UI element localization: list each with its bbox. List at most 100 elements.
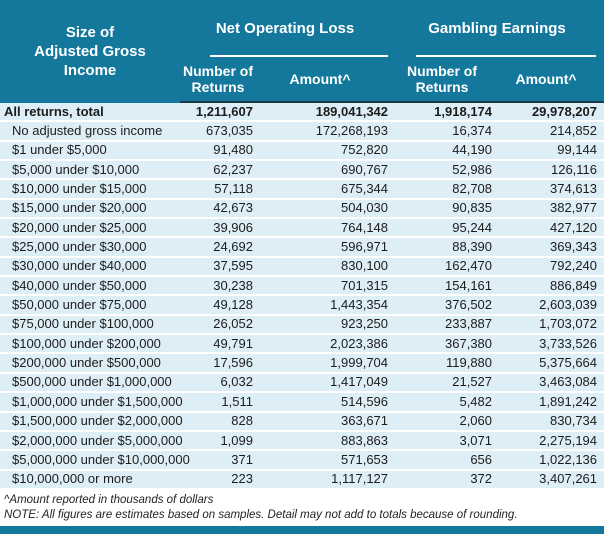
cell-nol-amount: 571,653 [256, 451, 391, 471]
cell-gambling-returns: 90,835 [390, 199, 495, 220]
cell-nol-returns: 673,035 [180, 122, 256, 142]
cell-nol-amount: 172,268,193 [256, 122, 391, 142]
row-label: $5,000 under $10,000 [0, 161, 180, 181]
group-underline [416, 55, 597, 57]
row-label: $30,000 under $40,000 [0, 257, 180, 278]
table-row: $30,000 under $40,000 37,595 830,100 162… [0, 257, 604, 278]
column-header-gambling-number-of-returns: Number of Returns [390, 57, 495, 103]
cell-gambling-returns: 5,482 [390, 393, 495, 413]
table-row: $200,000 under $500,000 17,596 1,999,704… [0, 354, 604, 374]
bottom-accent-bar [0, 525, 604, 534]
cell-gambling-amount: 830,734 [494, 412, 604, 432]
table-row: All returns, total 1,211,607 189,041,342… [0, 103, 604, 123]
row-label: $25,000 under $30,000 [0, 238, 180, 258]
cell-gambling-amount: 5,375,664 [494, 354, 604, 374]
cell-nol-returns: 49,128 [180, 296, 256, 316]
cell-nol-returns: 828 [180, 412, 256, 432]
table-row: $1 under $5,000 91,480 752,820 44,190 99… [0, 141, 604, 162]
row-label: $500,000 under $1,000,000 [0, 373, 180, 394]
cell-gambling-amount: 792,240 [494, 257, 604, 278]
row-label: $40,000 under $50,000 [0, 277, 180, 297]
cell-nol-amount: 1,443,354 [256, 296, 391, 316]
cell-nol-amount: 675,344 [256, 180, 391, 200]
table-row: $40,000 under $50,000 30,238 701,315 154… [0, 277, 604, 297]
cell-nol-returns: 57,118 [180, 180, 256, 200]
cell-nol-amount: 189,041,342 [256, 103, 391, 123]
cell-nol-amount: 504,030 [256, 199, 391, 220]
cell-gambling-amount: 369,343 [494, 238, 604, 258]
cell-gambling-returns: 52,986 [390, 161, 495, 181]
row-label: $1 under $5,000 [0, 141, 180, 162]
cell-gambling-returns: 367,380 [390, 335, 495, 355]
cell-gambling-returns: 95,244 [390, 219, 495, 239]
row-label: $75,000 under $100,000 [0, 315, 180, 336]
row-label: $1,500,000 under $2,000,000 [0, 412, 183, 432]
cell-nol-amount: 883,863 [256, 431, 391, 452]
cell-gambling-amount: 126,116 [494, 161, 604, 181]
cell-nol-amount: 514,596 [256, 393, 391, 413]
cell-nol-returns: 6,032 [180, 373, 256, 394]
table-row: $1,000,000 under $1,500,000 1,511 514,59… [0, 393, 604, 413]
table-header: Size of Adjusted Gross Income Net Operat… [0, 0, 604, 103]
column-group-net-operating-loss-label: Net Operating Loss [215, 19, 355, 37]
cell-nol-returns: 223 [180, 470, 256, 490]
cell-nol-returns: 42,673 [180, 199, 256, 220]
table-row: $1,500,000 under $2,000,000 828 363,671 … [0, 412, 604, 432]
cell-gambling-returns: 21,527 [390, 373, 495, 394]
cell-nol-returns: 30,238 [180, 277, 256, 297]
table-row: $10,000,000 or more 223 1,117,127 372 3,… [0, 470, 604, 490]
cell-nol-returns: 24,692 [180, 238, 256, 258]
table-body: All returns, total 1,211,607 189,041,342… [0, 103, 604, 490]
cell-gambling-amount: 1,891,242 [494, 393, 604, 413]
row-label: $5,000,000 under $10,000,000 [0, 451, 190, 471]
column-group-net-operating-loss: Net Operating Loss [180, 0, 391, 57]
cell-gambling-amount: 1,022,136 [494, 451, 604, 471]
cell-nol-returns: 62,237 [180, 161, 256, 181]
cell-nol-returns: 49,791 [180, 335, 256, 355]
cell-gambling-returns: 233,887 [390, 315, 495, 336]
table-row: $5,000,000 under $10,000,000 371 571,653… [0, 451, 604, 471]
cell-gambling-returns: 162,470 [390, 257, 495, 278]
column-header-nol-number-of-returns: Number of Returns [180, 57, 256, 103]
row-label: $200,000 under $500,000 [0, 354, 180, 374]
row-label: All returns, total [0, 103, 180, 123]
footnotes: ^Amount reported in thousands of dollars… [0, 489, 604, 526]
row-label: $2,000,000 under $5,000,000 [0, 431, 183, 452]
column-group-gambling-earnings-label: Gambling Earnings [428, 19, 566, 37]
cell-nol-amount: 596,971 [256, 238, 391, 258]
cell-gambling-amount: 886,849 [494, 277, 604, 297]
column-header-agi-size: Size of Adjusted Gross Income [0, 0, 180, 103]
table-row: $50,000 under $75,000 49,128 1,443,354 3… [0, 296, 604, 316]
row-label: $50,000 under $75,000 [0, 296, 180, 316]
cell-gambling-returns: 44,190 [390, 141, 495, 162]
table-row: No adjusted gross income 673,035 172,268… [0, 122, 604, 142]
cell-nol-returns: 39,906 [180, 219, 256, 239]
cell-gambling-amount: 3,407,261 [494, 470, 604, 490]
table-row: $10,000 under $15,000 57,118 675,344 82,… [0, 180, 604, 200]
cell-gambling-amount: 2,275,194 [494, 431, 604, 452]
cell-gambling-returns: 88,390 [390, 238, 495, 258]
cell-gambling-returns: 3,071 [390, 431, 495, 452]
row-label: $10,000 under $15,000 [0, 180, 180, 200]
cell-nol-returns: 91,480 [180, 141, 256, 162]
cell-nol-amount: 752,820 [256, 141, 391, 162]
cell-gambling-returns: 2,060 [390, 412, 495, 432]
group-underline [210, 55, 389, 57]
cell-gambling-returns: 82,708 [390, 180, 495, 200]
row-label: $20,000 under $25,000 [0, 219, 180, 239]
agi-table: Size of Adjusted Gross Income Net Operat… [0, 0, 604, 490]
column-header-nol-amount: Amount^ [256, 57, 391, 103]
cell-gambling-amount: 3,733,526 [494, 335, 604, 355]
cell-nol-amount: 363,671 [256, 412, 391, 432]
cell-nol-amount: 1,999,704 [256, 354, 391, 374]
cell-gambling-amount: 427,120 [494, 219, 604, 239]
cell-nol-amount: 764,148 [256, 219, 391, 239]
cell-gambling-amount: 374,613 [494, 180, 604, 200]
column-group-gambling-earnings: Gambling Earnings [390, 0, 604, 57]
cell-nol-returns: 26,052 [180, 315, 256, 336]
cell-nol-returns: 1,099 [180, 431, 256, 452]
cell-gambling-amount: 382,977 [494, 199, 604, 220]
cell-nol-amount: 690,767 [256, 161, 391, 181]
cell-gambling-amount: 2,603,039 [494, 296, 604, 316]
